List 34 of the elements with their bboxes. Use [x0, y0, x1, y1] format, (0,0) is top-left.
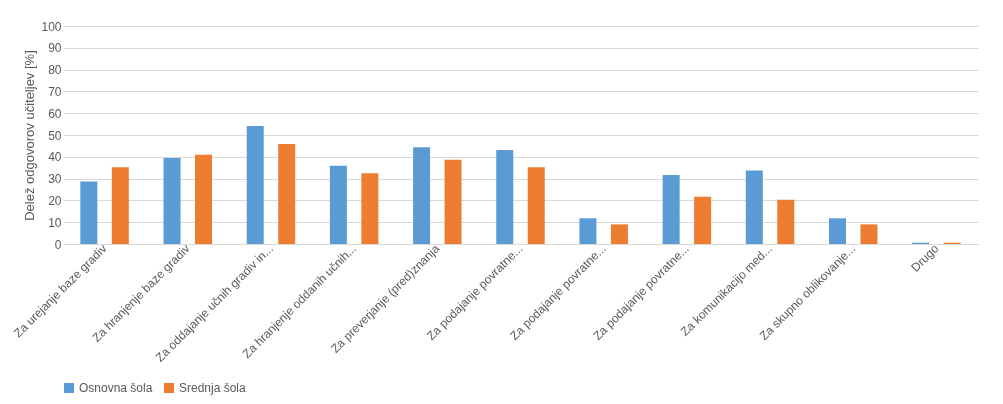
y-tick-label: 30: [48, 172, 62, 187]
bar: [111, 167, 129, 244]
bar: [496, 150, 514, 244]
bar: [860, 224, 878, 244]
bar: [777, 199, 795, 244]
legend-label: Osnovna šola: [79, 381, 153, 395]
y-tick-label: 80: [48, 63, 62, 78]
legend-label: Srednja šola: [179, 381, 247, 395]
y-tick-label: 0: [54, 237, 62, 252]
bar: [361, 173, 379, 244]
bar: [413, 147, 431, 244]
bar: [80, 181, 98, 244]
y-tick-label: 60: [48, 106, 62, 121]
bar: [163, 158, 181, 244]
y-tick-label: 90: [48, 41, 62, 56]
y-axis-title: Delež odgovorov učiteljev [%]: [22, 50, 38, 221]
bar: [662, 174, 680, 244]
bar: [195, 154, 213, 244]
y-tick-label: 50: [48, 128, 62, 143]
bar: [610, 224, 628, 244]
y-tick-label: 40: [48, 150, 62, 165]
bar: [444, 159, 462, 244]
bar: [579, 218, 597, 244]
y-tick-label: 100: [41, 19, 62, 34]
bar: [694, 196, 712, 244]
bar: [745, 170, 763, 244]
bar: [246, 126, 264, 244]
bar: [828, 218, 846, 244]
y-tick-label: 70: [48, 84, 62, 99]
y-tick-label: 10: [48, 215, 62, 230]
bar: [329, 165, 347, 244]
bar: [278, 143, 296, 244]
y-tick-label: 20: [48, 193, 62, 208]
bar: [527, 167, 545, 244]
